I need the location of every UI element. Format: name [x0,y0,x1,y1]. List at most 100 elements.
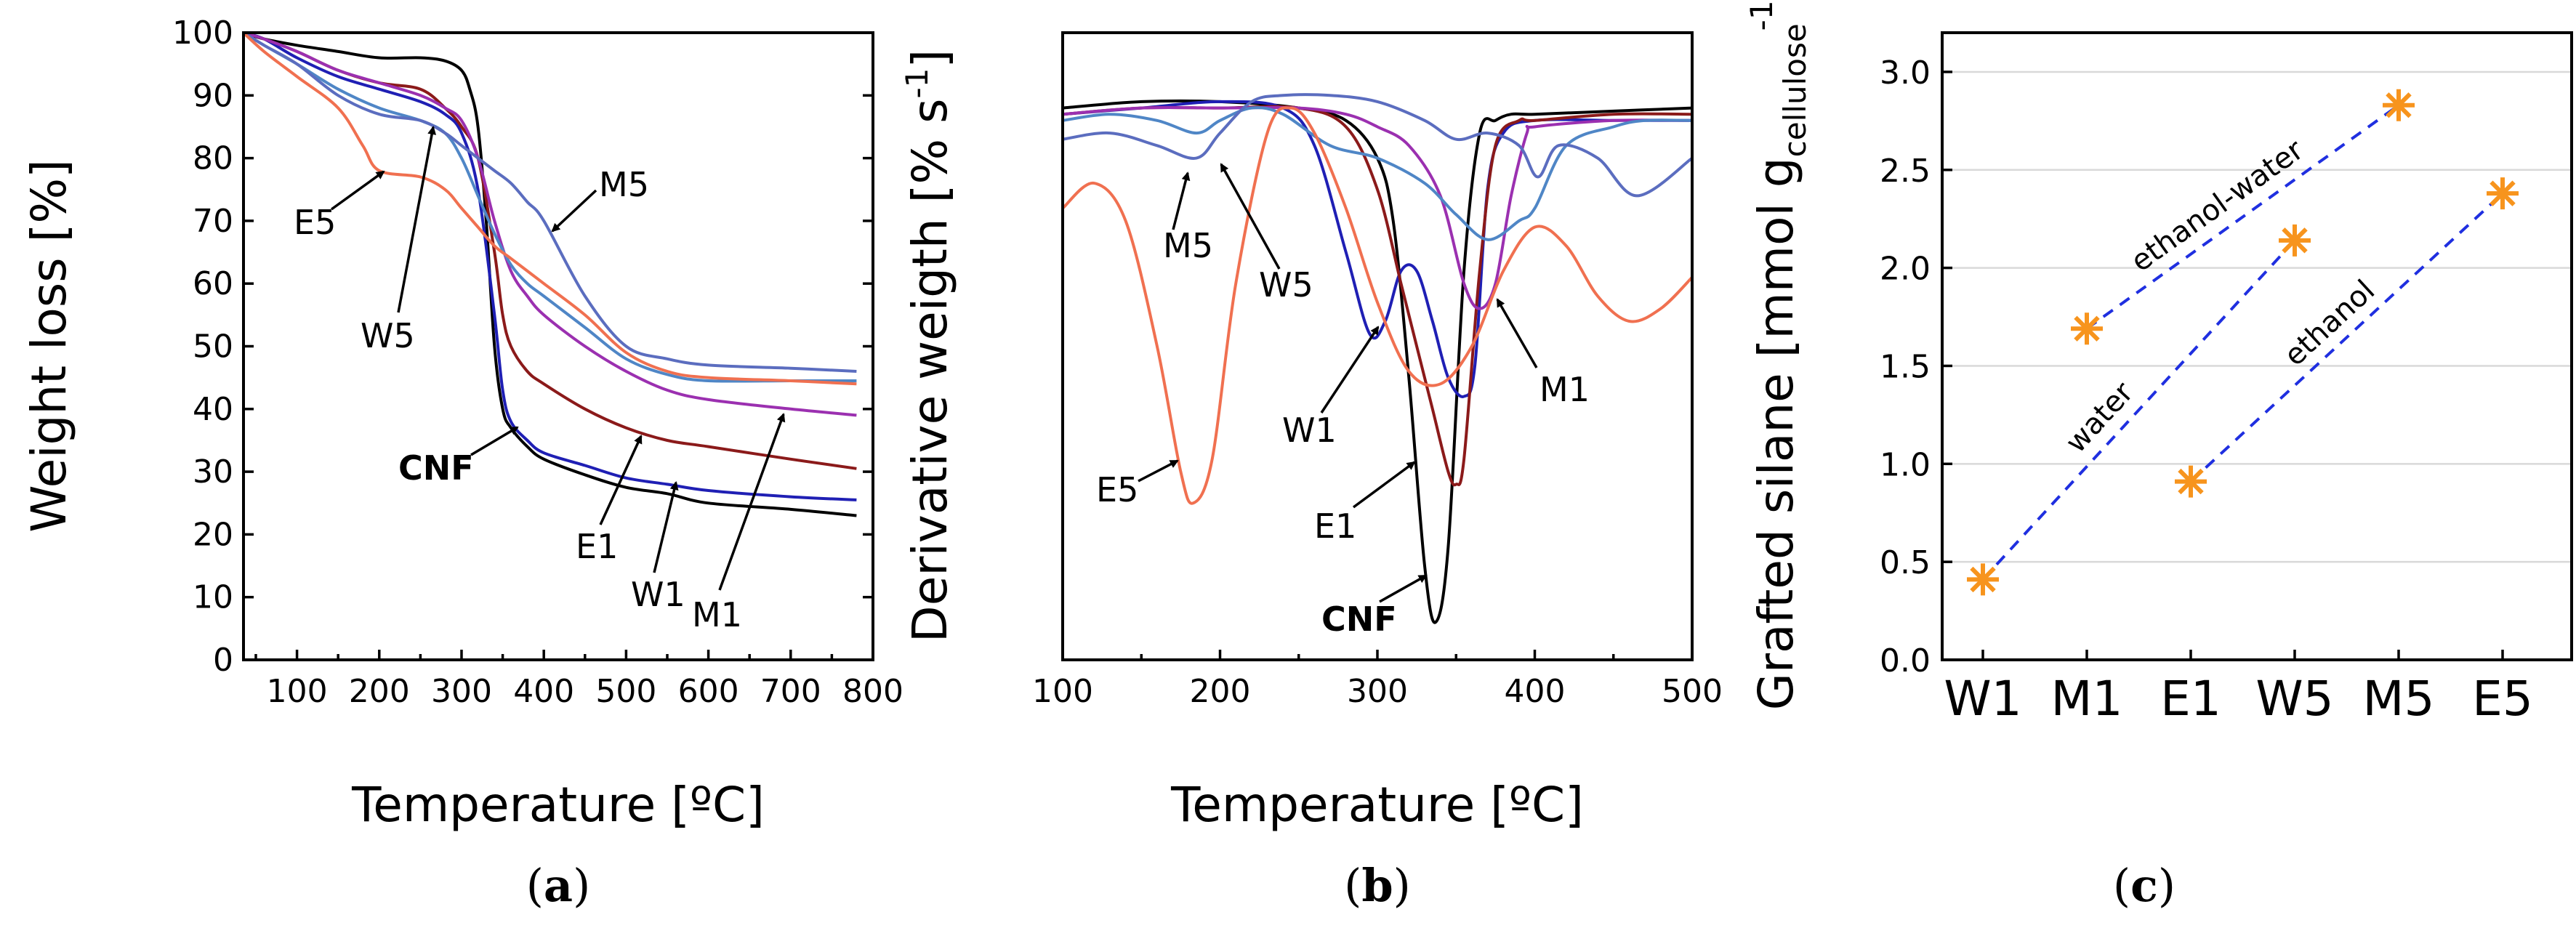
panel-c-point-stroke [2178,468,2204,495]
panel-a-series-e5 [242,31,857,386]
panel-a-y-tick-label: 30 [193,453,233,491]
panel-b-caption-letter: b [1361,859,1393,912]
panel-b-annotation-e1: E1 [1314,507,1356,546]
panel-c-x-tick-label-e1: E1 [2160,671,2221,727]
panel-a-y-tick-label: 60 [193,265,233,302]
panel-b-arrow-e1 [1352,461,1416,509]
panel-a-annotation-w1: W1 [631,575,685,614]
panel-a-y-tick-label: 80 [193,140,233,177]
panel-c-y-tick-label: 1.0 [1880,446,1931,483]
panel-b-x-tick-label: 500 [1662,673,1723,710]
panel-b-x-tick-label: 300 [1347,673,1408,710]
panel-a-x-axis-label: Temperature [ºC] [351,777,765,833]
panel-b-series-cnf [1062,99,1693,624]
panel-c-point-stroke [2074,315,2100,342]
panel-b-y-axis-label-end: ] [902,49,958,68]
panel-a-x-tick-label: 300 [431,673,492,710]
panel-b-arrow-w5 [1220,163,1281,270]
panel-a-annotation-w5: W5 [361,316,415,355]
panel-a-x-tick-label: 800 [842,673,903,710]
panel-a-series-w1 [243,31,857,501]
panel-c-point-w5 [2279,224,2311,257]
panel-b-arrow-w1 [1320,326,1380,413]
panel-b-series-w5 [1062,106,1693,241]
panel-b-arrow-m1 [1496,298,1538,368]
panel-c-point-stroke [1970,566,1996,593]
panel-a-arrow-w1 [653,481,679,573]
panel-a-series-m1 [243,31,857,417]
panel-c-point-stroke [2386,92,2412,118]
panel-c-caption: (c) [2113,859,2175,912]
panel-c-fit-label-ethanol-water: ethanol-water [2125,133,2310,278]
panel-b-caption: (b) [1344,859,1411,912]
panel-c-y-tick-label: 3.0 [1880,55,1931,92]
panel-a-arrow-w5 [397,126,437,313]
panel-b-series-m5 [1062,93,1694,198]
panel-a-series-e1 [243,31,857,470]
panel-a-y-tick-label: 70 [193,203,233,240]
panel-b-series-e5 [1061,106,1694,505]
panel-b-annotation-e5: E5 [1096,470,1138,509]
panel-a-y-axis-label: Weight loss [%] [21,159,77,533]
panel-b-annotation-w5: W5 [1259,265,1313,304]
panel-c-y-axis-label-main: Grafted silane [mmol g [1748,157,1804,710]
panel-a-y-tick-label: 100 [172,15,233,52]
panel-c-y-axis-label-sub: cellulose [1777,23,1813,157]
panel-b-x-tick-label: 100 [1032,673,1093,710]
panel-a-annotation-e1: E1 [576,527,618,566]
panel-c-fit-line-ethanol-water [2085,104,2400,330]
panel-a-y-tick-label: 20 [193,516,233,553]
panel-a-annotation-e5: E5 [294,203,336,242]
panel-a-x-tick-label: 600 [678,673,739,710]
panel-c-y-axis-label: Grafted silane [mmol gcellulose-1] [1744,0,1813,710]
panel-a-chart: 100 200 300 400 500 600 700 800 0 10 20 30 40 50 60 70 8… [21,15,903,912]
panel-a-annotation-cnf: CNF [398,448,474,488]
panel-c-x-tick-label-m1: M1 [2051,671,2123,727]
panel-a-arrow-m1 [718,413,786,591]
panel-c-y-axis-label-sup: -1 [1744,0,1779,31]
panel-b-arrow-cnf [1379,574,1428,603]
panel-a-arrow-e5 [330,170,385,211]
panel-a-caption: (a) [526,859,591,912]
panel-c-point-m5 [2383,89,2415,121]
panel-b-y-axis-label: Derivative weigth [% s-1] [899,49,958,642]
panel-b-y-axis-label-sup: -1 [899,68,935,99]
panel-c-y-tick-label: 0.0 [1880,642,1931,679]
panel-c-y-tick-label: 2.0 [1880,251,1931,288]
panel-a-x-tick-label: 700 [760,673,821,710]
panel-c-fit-line-water [1981,239,2296,581]
panel-c-x-tick-label-w1: W1 [1944,671,2021,727]
panel-b-series-m1 [1062,105,1693,310]
panel-b-annotation-arrow-m5 [1172,172,1191,230]
panel-c-fit-label-water: water [2059,376,2140,459]
panel-a-x-tick-label: 400 [513,673,574,710]
panel-a-caption-letter: a [544,859,573,912]
panel-a-y-tick-label: 50 [193,328,233,366]
panel-a-series-w5 [242,31,857,383]
panel-a-plot-frame [242,31,874,661]
panel-b-chart: 100 200 300 400 500 Temperature [ºC] Derivat… [899,31,1723,912]
panel-a-y-tick-label: 90 [193,77,233,114]
panel-c-chart: 0.0 0.5 1.0 1.5 2.0 2.5 3.0 W1 M1 E1 W5 M5 E5 ethano… [1744,0,2573,912]
panel-a-y-tick-label: 0 [213,642,233,679]
panel-b-x-tick-label: 200 [1190,673,1251,710]
panel-a-annotation-m5: M5 [599,165,649,204]
panel-b-annotation-w1: W1 [1282,411,1337,450]
panel-a-x-tick-label: 200 [349,673,410,710]
panel-c-x-tick-label-w5: W5 [2255,671,2333,727]
panel-c-y-tick-label: 2.5 [1880,153,1931,190]
panel-c-x-tick-label-m5: M5 [2363,671,2435,727]
panel-c-x-tick-label-e5: E5 [2472,671,2533,727]
panel-b-y-axis-label-main: Derivative weigth [% s [902,99,958,643]
panel-a-x-tick-label: 100 [267,673,328,710]
panel-b-annotation-cnf: CNF [1321,600,1397,639]
panel-a-series-m5 [242,31,857,373]
panel-c-fit-label-ethanol: ethanol [2278,274,2381,373]
panel-c-y-tick-label: 1.5 [1880,348,1931,385]
panel-b-x-tick-label: 400 [1505,673,1566,710]
panel-b-annotation-m1: M1 [1539,370,1590,409]
panel-a-arrow-m5 [551,189,597,233]
panel-a-arrow-e1 [599,435,643,525]
panel-a-annotation-m1: M1 [692,595,742,634]
